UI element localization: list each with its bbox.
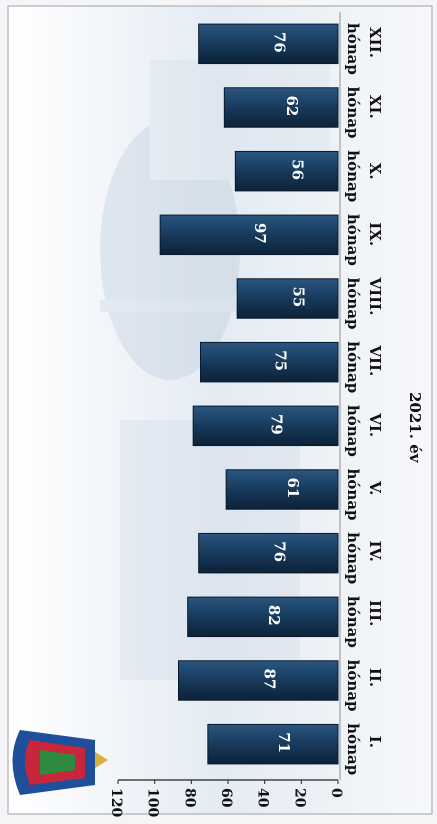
category-label: hónap [344,23,362,75]
category-label: II. [366,668,384,687]
bar [187,596,339,638]
bar-data-label: 75 [271,350,289,371]
bar-data-label: 79 [268,414,286,435]
bar-data-label: 76 [270,32,288,53]
category-label: III. [366,600,384,626]
category-label: VII. [366,344,384,376]
police-shield-logo [12,730,108,795]
category-label: VIII. [366,277,384,316]
bar [225,469,339,510]
bar-data-label: 82 [265,605,283,626]
bar-data-label: 97 [251,223,269,244]
value-tick-label: 120 [108,788,124,817]
bar [198,532,339,574]
value-tick-label: 40 [255,788,271,808]
bar [200,341,339,383]
value-tick-label: 60 [218,788,234,808]
bar [223,87,339,128]
bar [192,405,339,447]
bar-data-label: 56 [289,159,307,180]
bar [178,660,339,701]
bar [236,278,339,319]
value-tick-label: 100 [145,788,161,817]
category-label: hónap [344,660,362,712]
category-label: hónap [344,723,362,775]
bar [207,723,339,765]
value-tick-label: 80 [181,788,197,808]
bar-data-label: 55 [290,287,308,308]
category-label: hónap [344,596,362,648]
bar-data-label: 76 [270,541,288,562]
category-label: X. [366,163,384,180]
bar [198,23,339,65]
x-axis-title: 2021. év [406,392,424,464]
category-label: hónap [344,469,362,521]
category-label: XI. [366,95,384,119]
category-label: hónap [344,278,362,330]
value-tick-label: 0 [328,788,344,798]
category-label: hónap [344,214,362,266]
bar-data-label: 61 [284,478,302,499]
category-label: hónap [344,532,362,584]
category-label: hónap [344,341,362,393]
category-label: hónap [344,405,362,457]
category-label: IV. [366,541,384,562]
bar [159,214,339,256]
category-label: hónap [344,150,362,202]
bar-data-label: 87 [260,669,278,690]
category-label: hónap [344,87,362,139]
bar [234,150,339,192]
category-label: V. [366,480,384,495]
value-tick-label: 20 [291,788,307,808]
category-label: IX. [366,222,384,246]
bar-data-label: 62 [283,96,301,117]
bar-data-label: 71 [275,732,293,753]
category-label: VI. [366,412,384,437]
category-label: I. [366,736,384,748]
category-label: XII. [366,27,384,58]
